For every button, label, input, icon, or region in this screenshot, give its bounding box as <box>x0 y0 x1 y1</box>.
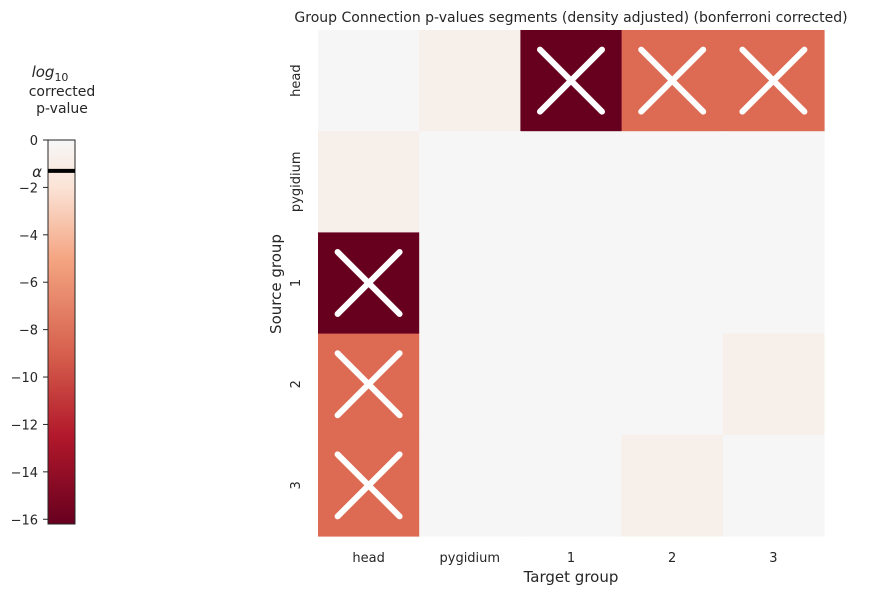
colorbar-ticklabel: −10 <box>11 371 38 386</box>
colorbar-title-log: log <box>32 63 55 81</box>
heatmap-cell-pygidium-2 <box>621 131 724 233</box>
colorbar-title-sub: 10 <box>54 71 68 84</box>
heatmap-x-ticklabels: head pygidium 1 2 3 <box>352 551 777 566</box>
significance-cross-mark <box>638 46 707 115</box>
heatmap-title: Group Connection p-values segments (dens… <box>294 10 847 26</box>
colorbar-ticklabel: −2 <box>19 181 38 196</box>
x-ticklabel: 3 <box>769 551 777 566</box>
colorbar-ticklabel: 0 <box>30 134 38 149</box>
x-ticklabel: 1 <box>567 551 575 566</box>
heatmap-cell-1-1 <box>520 232 623 335</box>
colorbar-ticklabel: −8 <box>19 324 38 339</box>
y-ticklabel: head <box>289 64 304 96</box>
heatmap-ylabel: Source group <box>267 234 285 334</box>
colorbar-bar <box>47 139 76 525</box>
significance-cross-mark <box>334 350 403 419</box>
x-ticklabel: pygidium <box>440 551 501 566</box>
heatmap-cell-1-3 <box>722 232 825 335</box>
heatmap-xlabel: Target group <box>523 568 619 586</box>
heatmap-cell-1-2 <box>621 232 724 335</box>
heatmap-cell-3-2 <box>621 434 724 537</box>
heatmap-y-ticklabels: head pygidium 1 2 3 <box>289 64 304 489</box>
x-ticklabel: 2 <box>668 551 676 566</box>
significance-cross-mark <box>334 249 403 317</box>
heatmap-cell-2-2 <box>621 333 724 436</box>
heatmap-cell-pygidium-3 <box>722 131 825 233</box>
heatmap-significance-marks <box>334 46 808 520</box>
significance-cross-mark <box>334 451 403 520</box>
colorbar-title-main: log10 <box>32 63 69 84</box>
heatmap-cell-pygidium-pygidium <box>419 131 521 233</box>
colorbar-ticklabel: −6 <box>19 276 38 291</box>
heatmap-cells <box>318 30 825 537</box>
colorbar-ticklabel: −14 <box>11 466 38 481</box>
significance-cross-mark <box>739 46 808 115</box>
colorbar: log10 corrected p-value 0 −2 −4 −6 −8 −10 −12 −… <box>11 63 96 528</box>
x-ticklabel: head <box>352 551 384 566</box>
significance-cross-mark <box>537 46 605 115</box>
heatmap-cell-pygidium-head <box>318 131 420 233</box>
y-ticklabel: 3 <box>289 481 304 489</box>
y-ticklabel: 2 <box>289 380 304 388</box>
heatmap-cell-head-pygidium <box>419 30 521 132</box>
heatmap-cell-3-pygidium <box>419 434 521 537</box>
heatmap: Group Connection p-values segments (dens… <box>267 10 848 586</box>
heatmap-cell-2-3 <box>722 333 825 436</box>
y-ticklabel: pygidium <box>289 152 304 213</box>
colorbar-ticklabel: −12 <box>11 418 38 433</box>
heatmap-cell-2-pygidium <box>419 333 521 436</box>
colorbar-ticklabel: −4 <box>19 229 38 244</box>
heatmap-cell-pygidium-1 <box>520 131 623 233</box>
heatmap-cell-3-3 <box>722 434 825 537</box>
colorbar-title-line2: corrected <box>29 84 96 100</box>
heatmap-cell-head-head <box>318 30 420 132</box>
colorbar-title-line3: p-value <box>36 101 88 117</box>
heatmap-cell-3-1 <box>520 434 623 537</box>
colorbar-alpha-label: α <box>32 163 42 181</box>
heatmap-cell-1-pygidium <box>419 232 521 335</box>
heatmap-cell-2-1 <box>520 333 623 436</box>
colorbar-ticks: 0 −2 −4 −6 −8 −10 −12 −14 −16 <box>11 134 48 528</box>
y-ticklabel: 1 <box>289 279 304 287</box>
colorbar-ticklabel: −16 <box>11 513 38 528</box>
